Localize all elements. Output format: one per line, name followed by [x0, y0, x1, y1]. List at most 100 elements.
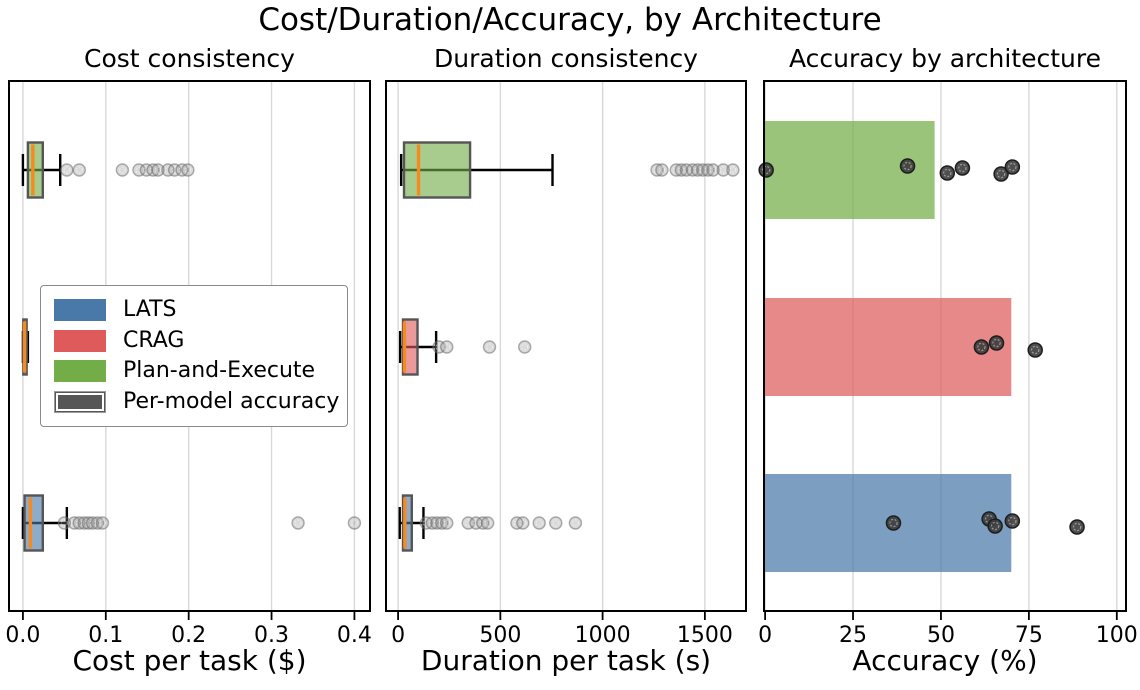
outlier-point — [425, 516, 439, 530]
outlier-point-ring — [171, 166, 179, 174]
outlier-point — [72, 516, 86, 530]
tick-label: 0.3 — [254, 623, 289, 648]
model-accuracy-point-ring — [1008, 162, 1017, 172]
legend-label-crag: CRAG — [123, 327, 185, 353]
outlier-point — [516, 516, 530, 530]
outlier-point-ring — [472, 519, 480, 527]
tick-label: 1000 — [575, 623, 631, 648]
legend-item-per-model-accuracy: Per-model accuracy — [54, 390, 347, 413]
model-accuracy-point-ring — [1031, 345, 1040, 355]
outlier-point — [549, 516, 563, 530]
xlabel-cost: Cost per task ($) — [72, 644, 307, 677]
outlier-point — [67, 516, 82, 530]
legend-label-lats: LATS — [123, 297, 177, 323]
outlier-point — [716, 163, 730, 177]
outlier-point — [72, 163, 86, 177]
legend: LATS CRAG Plan-and-Execute Per-model acc… — [40, 285, 348, 427]
outlier-point-ring — [729, 166, 737, 174]
outlier-point — [674, 163, 689, 177]
outlier-point-ring — [142, 166, 150, 174]
model-accuracy-point — [1004, 513, 1021, 529]
model-accuracy-point-ring — [889, 518, 898, 528]
model-accuracy-point-ring — [903, 161, 912, 171]
model-accuracy-point-ring — [977, 342, 986, 352]
model-accuracy-point — [973, 339, 990, 355]
outlier-point-ring — [535, 519, 543, 527]
accuracy-by-architecture-plot: 0 25 50 75 100 — [758, 80, 1138, 648]
model-accuracy-point — [987, 518, 1003, 534]
model-accuracy-point-ring — [1072, 522, 1082, 532]
outlier-point — [568, 516, 583, 530]
outlier-point-ring — [521, 343, 529, 351]
outlier-point — [95, 516, 110, 530]
outlier-point-ring — [709, 166, 717, 174]
box-plan-and-execute — [26, 141, 45, 199]
legend-swatch-crag — [54, 329, 106, 352]
model-accuracy-point-ring — [761, 165, 771, 175]
outlier-point-ring — [75, 166, 83, 174]
outlier-point — [57, 516, 72, 530]
outlier-point-ring — [135, 166, 143, 174]
outlier-point-ring — [443, 343, 451, 351]
panel-border — [763, 80, 1127, 612]
model-accuracy-point-ring — [992, 338, 1001, 348]
tick-label: 0 — [391, 623, 405, 648]
outlier-point — [347, 516, 362, 530]
subplot-title-duration: Duration consistency — [434, 44, 698, 73]
box-lats — [401, 494, 413, 552]
legend-item-crag: CRAG — [54, 327, 347, 353]
legend-label-plan-and-execute: Plan-and-Execute — [123, 358, 316, 384]
cost-consistency-plot: 0.0 0.1 0.2 0.3 0.4 — [5, 80, 372, 648]
model-accuracy-point-ring — [943, 168, 952, 178]
outlier-point — [440, 340, 454, 354]
xlabel-accuracy: Accuracy (%) — [852, 644, 1038, 677]
outlier-point — [726, 163, 740, 177]
outlier-point — [706, 163, 720, 177]
model-accuracy-point-ring — [958, 163, 967, 173]
outlier-point — [181, 163, 195, 177]
outlier-point — [85, 516, 100, 530]
model-accuracy-point — [885, 515, 902, 531]
model-accuracy-point — [758, 162, 774, 178]
outlier-point-ring — [164, 166, 172, 174]
outlier-point — [115, 163, 130, 177]
model-accuracy-point — [1069, 519, 1085, 535]
tick-label: 500 — [479, 623, 521, 648]
outlier-point-ring — [80, 519, 88, 527]
model-accuracy-point — [988, 335, 1005, 351]
tick-label: 75 — [1015, 623, 1043, 648]
outlier-point-ring — [552, 519, 560, 527]
panel-border — [8, 80, 371, 612]
tick-label: 25 — [839, 623, 867, 648]
outlier-point-ring — [435, 343, 443, 351]
model-accuracy-point-ring — [1008, 516, 1017, 526]
outlier-point — [650, 163, 664, 177]
outlier-point — [81, 516, 96, 530]
tick-label: 50 — [927, 623, 955, 648]
outlier-point — [291, 516, 305, 530]
outlier-point — [701, 163, 715, 177]
outlier-point — [60, 163, 74, 177]
tick-label: 0.2 — [171, 623, 206, 648]
outlier-point-ring — [486, 343, 494, 351]
outlier-point — [696, 163, 710, 177]
legend-item-plan-and-execute: Plan-and-Execute — [54, 358, 347, 384]
outlier-point — [691, 163, 705, 177]
outlier-point — [90, 516, 105, 530]
model-accuracy-point-ring — [996, 169, 1006, 179]
bar-crag — [765, 298, 1012, 396]
subplot-title-accuracy: Accuracy by architecture — [789, 44, 1101, 73]
outlier-point-ring — [184, 166, 192, 174]
subplot-title-cost: Cost consistency — [84, 44, 295, 73]
tick-label: 0.0 — [5, 623, 40, 648]
outlier-point-ring — [571, 519, 579, 527]
panel-border — [385, 80, 747, 612]
outlier-point-ring — [484, 519, 492, 527]
tick-label: 0.1 — [88, 623, 123, 648]
outlier-point — [669, 163, 683, 177]
outlier-point-ring — [98, 519, 106, 527]
outlier-point-ring — [682, 166, 690, 174]
model-accuracy-point — [899, 158, 916, 174]
legend-swatch-lats — [54, 299, 106, 322]
